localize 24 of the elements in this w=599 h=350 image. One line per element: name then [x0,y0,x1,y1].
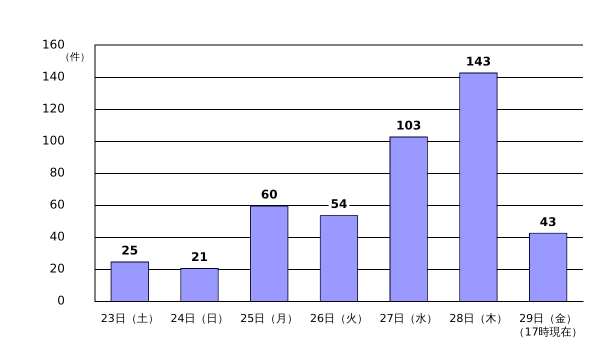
y-tick-label: 100 [42,133,65,148]
x-tick-label: 26日（火） [310,312,368,326]
data-label: 43 [540,214,556,229]
y-tick-label: 20 [50,262,65,276]
data-label: 143 [466,54,491,69]
data-label: 25 [121,244,138,258]
y-tick-label: 80 [50,166,65,180]
data-label: 103 [396,118,422,133]
y-tick-label: 60 [50,198,65,212]
x-tick-label: 29日（金）（17時現在） [514,312,583,338]
x-tick-label: 27日（水） [380,312,438,326]
y-tick-label: 40 [50,230,65,244]
y-axis-title: （件） [60,52,90,63]
data-label: 21 [191,250,208,264]
y-tick-label: 140 [42,69,65,84]
data-label: 54 [330,197,348,212]
y-tick-label: 160 [42,37,65,52]
x-tick-label: 25日（月） [240,312,298,326]
y-tick-label: 0 [57,294,65,308]
x-tick-label: 28日（木） [449,312,508,326]
x-tick-label: 24日（日） [170,312,228,326]
y-tick-label: 120 [42,101,65,116]
data-label: 60 [260,188,278,202]
x-tick-label: 23日（土） [100,312,159,326]
